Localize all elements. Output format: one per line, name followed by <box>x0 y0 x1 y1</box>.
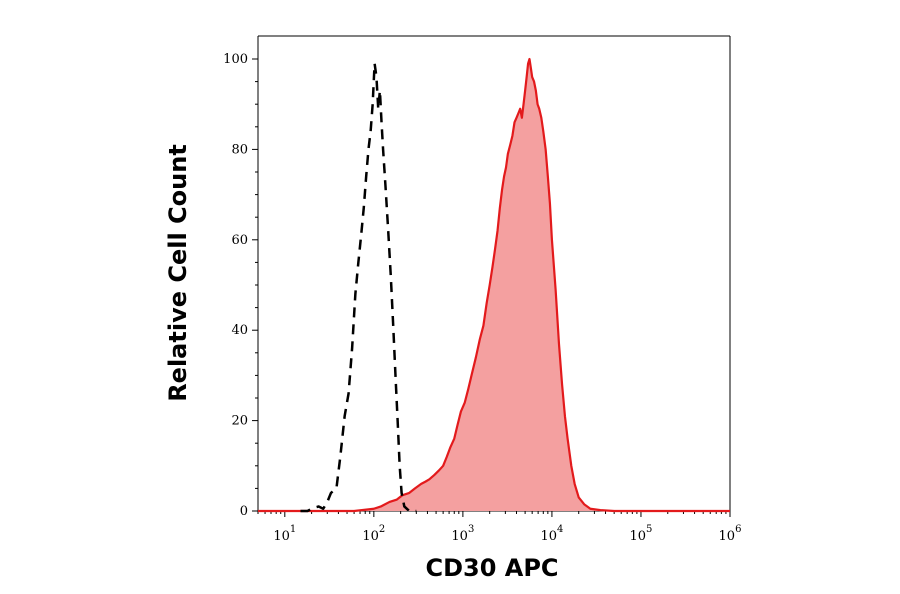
y-tick-label: 80 <box>231 142 248 157</box>
plot-frame <box>258 35 731 511</box>
y-tick-labels: 0 20 40 60 80 100 <box>223 52 248 519</box>
y-axis: 0 20 40 60 80 100 <box>223 36 259 519</box>
x-axis-title: CD30 APC <box>425 554 558 582</box>
isotype-control-histogram-line <box>300 62 417 513</box>
x-tick-label: 102 <box>362 524 385 544</box>
y-tick-label: 20 <box>231 414 248 429</box>
x-tick-label: 105 <box>629 524 652 544</box>
x-tick-label: 101 <box>273 524 296 544</box>
x-major-ticks <box>284 511 731 517</box>
x-tick-label: 106 <box>719 524 742 544</box>
x-tick-labels: 101 102 103 104 105 106 <box>273 524 741 544</box>
y-tick-label: 0 <box>240 504 248 519</box>
y-tick-label: 60 <box>231 233 248 248</box>
y-axis-title: Relative Cell Count <box>164 144 192 402</box>
x-tick-label: 104 <box>540 524 563 544</box>
cd30-apc-histogram-fill <box>258 59 730 511</box>
cd30-apc-histogram-line <box>258 57 730 513</box>
y-ticks <box>252 58 258 512</box>
x-axis: 101 102 103 104 105 106 <box>257 510 741 544</box>
x-tick-label: 103 <box>451 524 474 544</box>
y-tick-label: 40 <box>231 323 248 338</box>
y-tick-label: 100 <box>223 52 248 67</box>
series-layer <box>258 57 730 513</box>
